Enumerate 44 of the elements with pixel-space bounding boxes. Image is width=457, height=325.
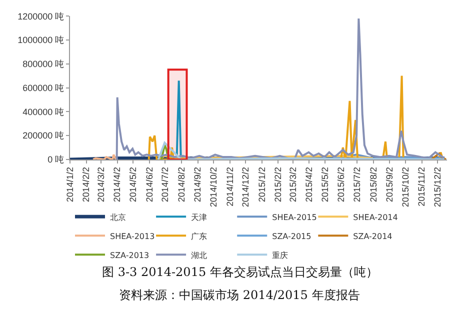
x-tick-label: 2014/5/2: [128, 167, 138, 202]
x-tick-label: 2015/6/2: [336, 167, 346, 202]
y-tick-label: 800000 吨: [22, 59, 64, 70]
legend-label: 湖北: [191, 250, 208, 260]
x-tick-label: 2014/1/2: [64, 167, 75, 202]
legend-label: SHEA-2013: [110, 232, 155, 241]
x-tick-label: 2015/5/2: [320, 167, 330, 202]
y-tick-label: 200000 吨: [22, 130, 64, 141]
x-tick-label: 2014/10/2: [208, 167, 218, 208]
legend-label: SZA-2014: [353, 232, 392, 241]
x-tick-label: 2015/1/2: [256, 167, 267, 202]
x-tick-label: 2015/10/2: [400, 167, 410, 208]
y-tick-label: 0 吨: [48, 154, 64, 165]
x-tick-label: 2014/4/2: [112, 167, 122, 202]
x-tick-label: 2014/2/2: [81, 167, 92, 202]
caption: 图 3-3 2014-2015 年各交易试点当日交易量（吨）: [102, 265, 378, 279]
legend-label: 北京: [110, 212, 126, 222]
x-tick-label: 2014/6/2: [144, 167, 154, 202]
y-tick-label: 1200000 吨: [18, 11, 64, 22]
legend-label: SHEA-2014: [353, 212, 398, 222]
x-tick-label: 2015/2/2: [273, 167, 284, 202]
x-tick-label: 2014/8/2: [176, 167, 186, 202]
x-tick-label: 2014/7/2: [160, 167, 170, 202]
x-tick-label: 2015/7/2: [352, 167, 362, 202]
text: 资料来源：中国碳市场 2014/2015 年度报告: [119, 288, 360, 302]
x-tick-label: 2015/3/2: [288, 167, 298, 202]
legend-label: 重庆: [272, 250, 288, 260]
x-tick-label: 2015/12/2: [432, 167, 442, 208]
y-tick-label: 600000 吨: [22, 82, 64, 93]
x-tick-label: 2015/8/2: [368, 167, 378, 202]
legend-label: 天津: [191, 212, 208, 222]
x-tick-label: 2014/9/2: [192, 167, 203, 202]
x-tick-label: 2015/11/2: [416, 167, 427, 206]
legend-label: SZA-2013: [110, 250, 150, 260]
x-tick-label: 2015/4/2: [304, 167, 314, 202]
legend-label: SHEA-2015: [272, 212, 317, 222]
x-tick-label: 2014/12/2: [240, 167, 251, 208]
legend-label: 广东: [191, 232, 208, 241]
x-tick-label: 2014/3/2: [96, 167, 106, 202]
y-tick-label: 400000 吨: [22, 106, 64, 117]
x-tick-label: 2015/9/2: [384, 167, 395, 202]
legend-label: SZA-2015: [272, 232, 312, 241]
y-tick-label: 1000000 吨: [18, 35, 64, 46]
x-tick-label: 2014/11/2: [224, 167, 235, 206]
